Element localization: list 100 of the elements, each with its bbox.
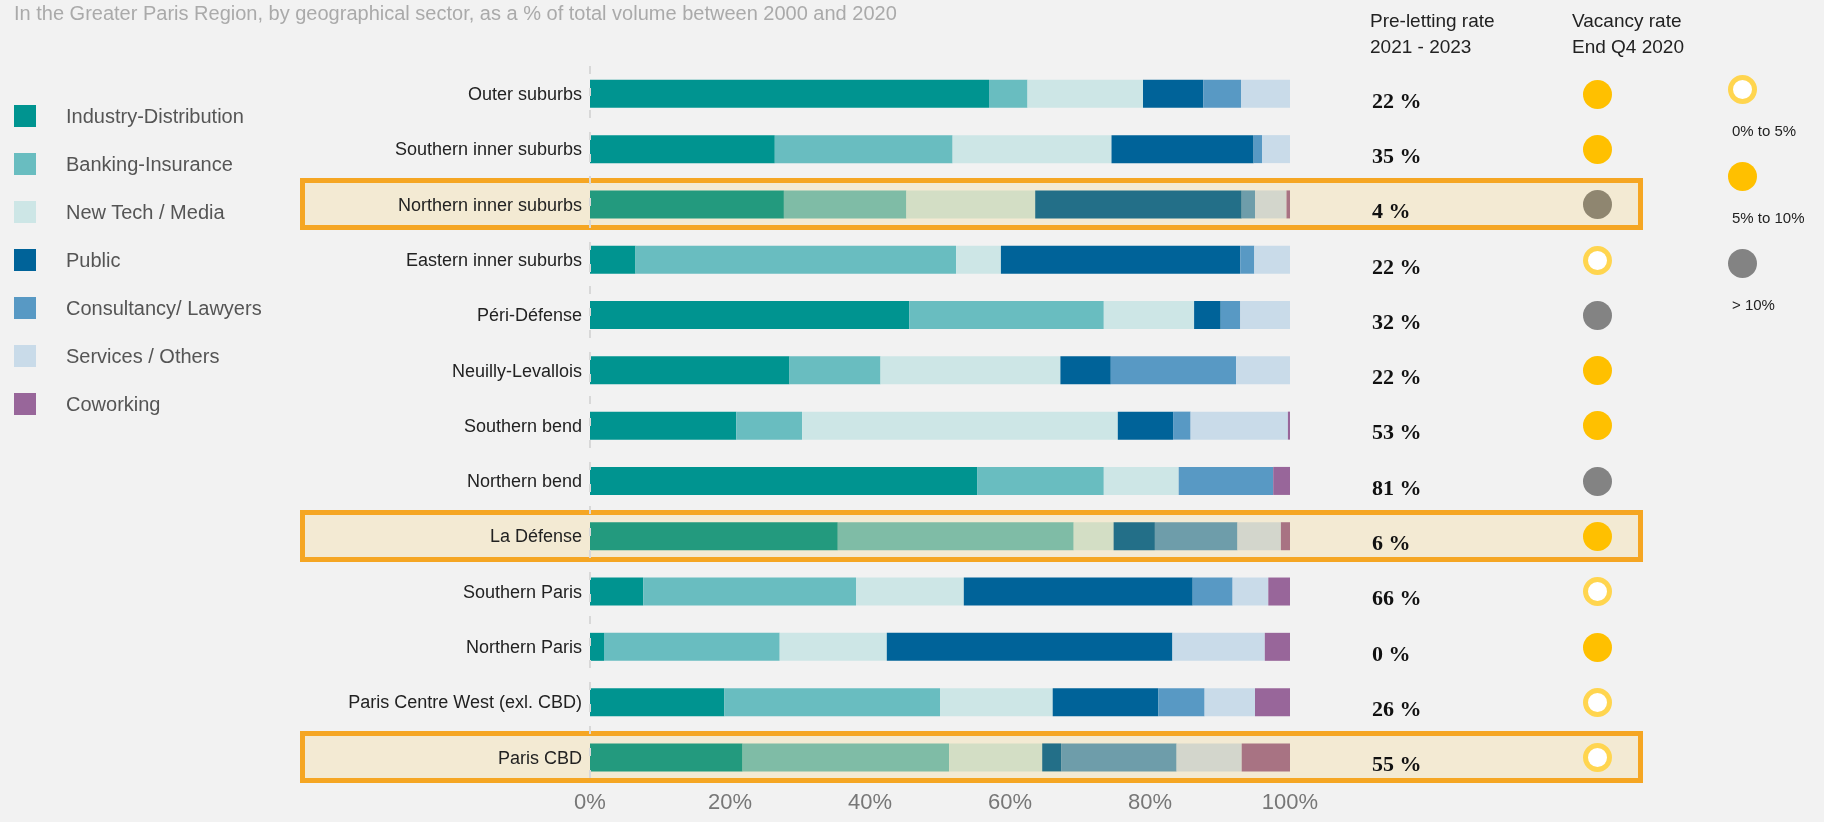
- text: 35 %: [1372, 142, 1422, 169]
- text: 66 %: [1372, 585, 1422, 612]
- y-tick-label: La Défense: [489, 526, 582, 547]
- legend-label: Industry-Distribution: [66, 104, 244, 128]
- bar: [736, 411, 803, 440]
- bar: [590, 245, 636, 274]
- bar: [1143, 79, 1204, 108]
- legend-label: Consultancy/ Lawyers: [66, 296, 262, 320]
- bar: [590, 79, 989, 108]
- bar: [952, 135, 1112, 164]
- bar: [1194, 301, 1221, 330]
- x-tick-label: 20%: [707, 788, 753, 814]
- bar: [1241, 743, 1290, 772]
- text: Pre-letting rate 2021 - 2023: [1370, 9, 1496, 59]
- text: 5% to 10%: [1732, 209, 1805, 226]
- bar: [590, 301, 910, 330]
- bar: [1027, 79, 1143, 108]
- bar: [590, 466, 978, 495]
- text: Vacancy rate End Q4 2020: [1572, 9, 1685, 59]
- x-tick-label: 40%: [847, 788, 893, 814]
- x-tick-label: 100%: [1261, 788, 1319, 814]
- bar: [977, 466, 1104, 495]
- bar: [1060, 356, 1111, 385]
- bar: [1173, 411, 1191, 440]
- chart-subtitle: In the Greater Paris Region, by geographical sector, as a % of total volume between 2000 and 2020: [14, 2, 897, 25]
- bar: [643, 577, 856, 606]
- bar: [1240, 301, 1290, 330]
- text: 0% to 5%: [1732, 122, 1797, 139]
- bar: [1280, 522, 1290, 551]
- bar: [880, 356, 1061, 385]
- y-tick-label: Northern bend: [466, 471, 582, 492]
- bar: [1232, 577, 1269, 606]
- bar: [1287, 411, 1290, 440]
- text: 6 %: [1372, 530, 1411, 557]
- text: 4 %: [1372, 198, 1411, 225]
- bar: [1113, 522, 1155, 551]
- bar: [1273, 466, 1290, 495]
- x-tick-label: 60%: [987, 788, 1033, 814]
- bar: [1253, 135, 1262, 164]
- legend-label: Coworking: [66, 392, 161, 416]
- bar: [1110, 356, 1237, 385]
- x-tick-label: 0%: [574, 788, 606, 814]
- y-tick-label: Paris CBD: [497, 747, 582, 768]
- bar: [1204, 688, 1255, 717]
- text: 22 %: [1372, 364, 1422, 391]
- bar: [940, 688, 1053, 717]
- bar: [590, 688, 725, 717]
- legend-label: Banking-Insurance: [66, 152, 233, 176]
- legend-label: Public: [66, 248, 121, 272]
- bar: [1192, 577, 1233, 606]
- bar: [590, 522, 838, 551]
- text: 0 %: [1372, 640, 1411, 667]
- bar: [837, 522, 1074, 551]
- bar: [1178, 466, 1274, 495]
- legend-label: New Tech / Media: [66, 200, 225, 224]
- bar: [1241, 190, 1255, 219]
- bar: [1073, 522, 1114, 551]
- bar: [906, 190, 1036, 219]
- text: 32 %: [1372, 308, 1422, 335]
- bar: [779, 632, 887, 661]
- legend-label: Services / Others: [66, 344, 220, 368]
- bar: [1172, 632, 1265, 661]
- bar: [1103, 466, 1179, 495]
- bar: [1042, 743, 1062, 772]
- bar: [1111, 135, 1254, 164]
- y-tick-label: Eastern inner suburbs: [405, 249, 582, 270]
- bar: [802, 411, 1118, 440]
- text: > 10%: [1732, 296, 1775, 313]
- bar: [1061, 743, 1177, 772]
- bar: [1262, 135, 1290, 164]
- bar: [856, 577, 964, 606]
- bar: [949, 743, 1043, 772]
- bar: [1203, 79, 1241, 108]
- bar: [1264, 632, 1290, 661]
- y-tick-label: Southern bend: [463, 415, 582, 436]
- bar: [1117, 411, 1174, 440]
- bar: [1255, 688, 1290, 717]
- y-tick-label: Péri-Défense: [476, 305, 582, 326]
- bar: [1236, 356, 1290, 385]
- bar: [1237, 522, 1281, 551]
- y-tick-label: Paris Centre West (exl. CBD): [348, 692, 582, 713]
- bar: [742, 743, 950, 772]
- bar: [909, 301, 1104, 330]
- bar: [1103, 301, 1195, 330]
- bar: [1255, 190, 1287, 219]
- text: 22 %: [1372, 87, 1422, 114]
- bar: [1254, 245, 1290, 274]
- text: 26 %: [1372, 695, 1422, 722]
- text: 55 %: [1372, 751, 1422, 778]
- bar: [1035, 190, 1242, 219]
- y-tick-label: Southern Paris: [462, 581, 582, 602]
- bar: [590, 743, 743, 772]
- y-tick-label: Northern Paris: [465, 637, 582, 658]
- text: 53 %: [1372, 419, 1422, 446]
- bar: [1220, 301, 1241, 330]
- bar: [590, 190, 784, 219]
- text: 22 %: [1372, 253, 1422, 280]
- x-tick-label: 80%: [1127, 788, 1173, 814]
- text: 81 %: [1372, 474, 1422, 501]
- bar: [604, 632, 780, 661]
